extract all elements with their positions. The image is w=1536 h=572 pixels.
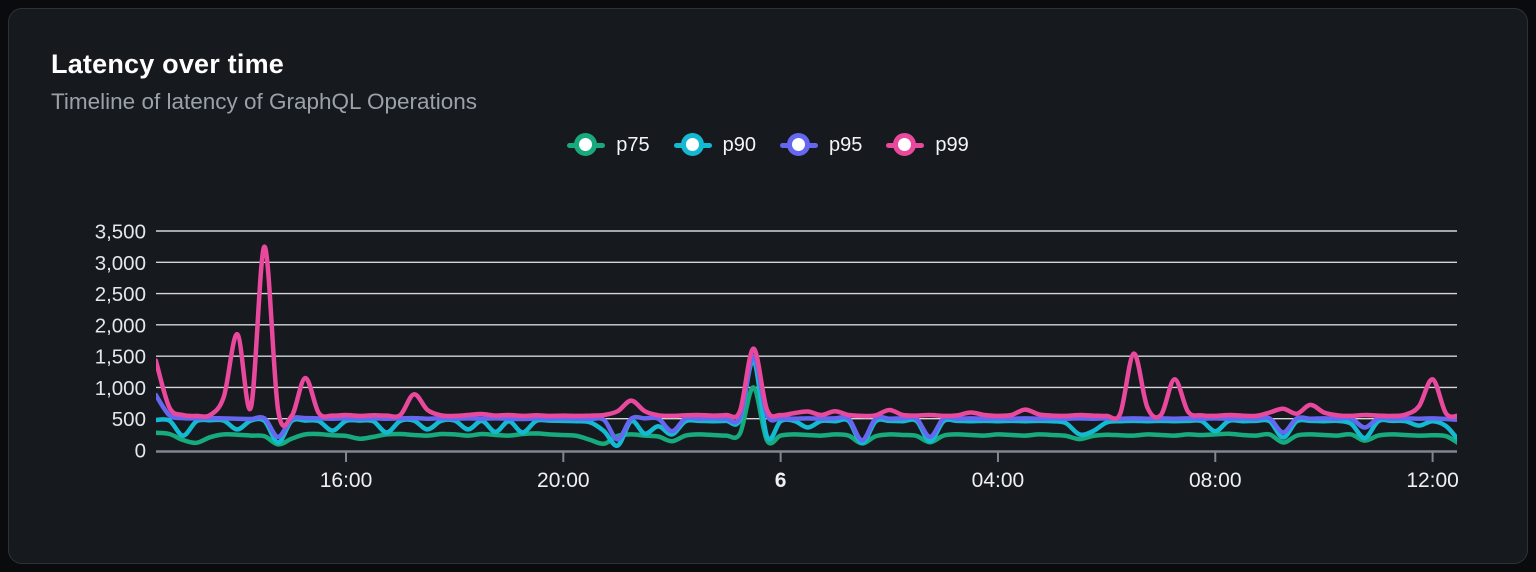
legend-label: p75 [616,133,650,156]
legend-label: p90 [722,133,756,156]
series-p90-line [156,358,1457,448]
x-tick-label: 6 [775,469,787,492]
legend-item-p90[interactable]: p90 [673,133,756,157]
chart-subtitle: Timeline of latency of GraphQL Operation… [51,89,478,115]
x-tick-label: 12:00 [1406,469,1459,492]
legend-item-p95[interactable]: p95 [780,133,862,157]
series-p95-line [156,353,1457,443]
legend-label: p99 [935,133,969,156]
legend-series-marker-icon [886,133,925,157]
legend-series-marker-icon [780,133,818,157]
y-axis-labels: 0 500 1,000 1,500 2,000 2,500 3,000 3,500 [95,221,146,463]
x-tick-label: 08:00 [1189,469,1242,492]
latency-timeline-chart: 0 500 1,000 1,500 2,000 2,500 3,000 3,500 16:00 2… [95,221,1459,493]
chart-title: Latency over time [51,49,284,79]
x-axis [156,450,1457,462]
legend-item-p75[interactable]: p75 [567,133,650,157]
y-tick-label: 1,500 [95,346,146,369]
x-tick-label: 16:00 [320,469,373,492]
legend-series-marker-icon [673,133,712,157]
x-axis-labels: 16:00 20:00 6 04:00 08:00 12:00 [320,469,1459,492]
series-p99-line [156,244,1457,428]
series-p75-line [156,385,1457,447]
x-tick-label: 20:00 [537,469,590,492]
latency-panel: Latency over time Timeline of latency of… [8,8,1528,564]
y-tick-label: 3,500 [95,221,146,244]
y-tick-label: 2,500 [95,283,146,306]
y-tick-label: 1,000 [95,377,146,400]
series-lines [156,244,1457,448]
legend-item-p99[interactable]: p99 [886,133,969,157]
y-tick-label: 500 [112,408,146,431]
legend-series-marker-icon [567,133,606,157]
gridlines [156,230,1457,420]
y-tick-label: 0 [135,440,146,463]
y-tick-label: 2,000 [95,314,146,337]
y-tick-label: 3,000 [95,252,146,275]
legend-label: p95 [829,133,863,156]
chart-legend: p75 p90 p95 p99 [9,133,1527,157]
x-tick-label: 04:00 [972,469,1025,492]
